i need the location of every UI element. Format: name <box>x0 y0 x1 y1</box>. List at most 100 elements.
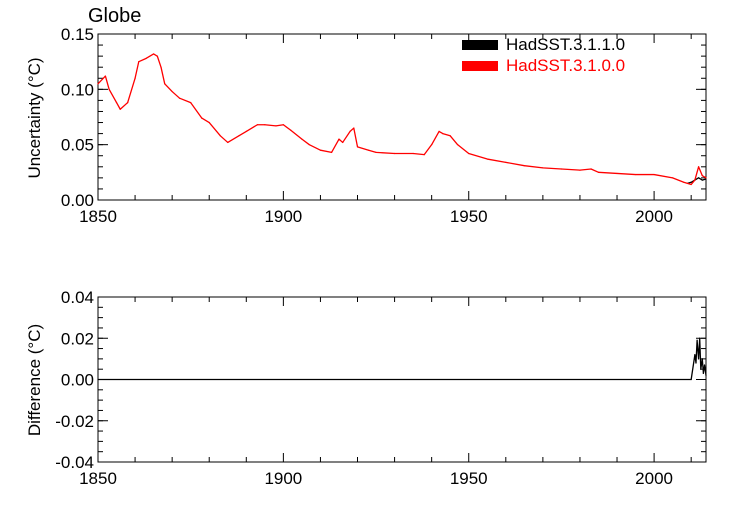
data-point <box>542 167 544 169</box>
x-tick-label: 1850 <box>79 469 117 488</box>
data-point <box>696 339 698 341</box>
data-point <box>442 133 444 135</box>
legend-swatch-hadsst-3110 <box>462 40 498 50</box>
data-point <box>523 165 525 167</box>
data-point <box>153 53 155 55</box>
data-point <box>138 61 140 63</box>
data-point <box>653 173 655 176</box>
y-tick-label: 0.00 <box>61 371 94 390</box>
legend: HadSST.3.1.1.0 HadSST.3.1.0.0 <box>462 35 625 75</box>
data-point <box>201 117 203 119</box>
x-tick-label: 1900 <box>264 469 302 488</box>
series-group-bottom <box>97 337 707 381</box>
data-point <box>486 158 488 160</box>
data-point <box>108 88 110 90</box>
x-tick-label: 1900 <box>264 207 302 226</box>
data-point <box>690 378 692 381</box>
data-point <box>115 102 118 104</box>
data-point <box>342 141 344 144</box>
data-point <box>690 181 692 183</box>
data-point <box>700 368 702 370</box>
chart-title: Globe <box>88 5 141 27</box>
data-point <box>694 179 696 181</box>
y-tick-label: 0.10 <box>61 80 94 99</box>
data-point <box>703 364 706 366</box>
data-point <box>431 144 433 146</box>
data-point <box>127 102 129 104</box>
y-tick-label: 0.05 <box>61 136 94 155</box>
y-tick-label: -0.02 <box>55 412 94 431</box>
data-point <box>349 130 351 132</box>
data-point <box>208 121 210 124</box>
data-point <box>560 168 563 170</box>
data-point <box>256 124 259 126</box>
data-point <box>156 55 158 57</box>
data-point <box>705 178 707 180</box>
data-point <box>505 161 507 163</box>
data-point <box>282 124 284 126</box>
y-tick-label: 0.15 <box>61 25 94 44</box>
difference-panel: 1850 1900 1950 2000 0.04 0.02 0.00 -0.02 -0.04 D… <box>25 288 707 488</box>
legend-swatch-hadsst-3100 <box>462 61 498 71</box>
data-point <box>393 152 396 155</box>
data-point <box>190 102 192 104</box>
data-point <box>705 374 707 376</box>
tick-labels-bottom: 1850 1900 1950 2000 0.04 0.02 0.00 -0.02 -0.04 <box>55 288 673 488</box>
series-line-difference <box>98 337 707 381</box>
y-tick-label: -0.04 <box>55 453 94 472</box>
x-tick-label: 2000 <box>635 207 673 226</box>
data-point <box>264 124 266 126</box>
data-point <box>705 177 707 179</box>
data-point <box>353 127 355 129</box>
y-axis-title-bottom: Difference (°C) <box>25 324 44 436</box>
data-point <box>319 149 322 151</box>
data-point <box>97 83 99 85</box>
x-tick-label: 2000 <box>635 469 673 488</box>
data-point <box>308 144 310 146</box>
legend-label-hadsst-3100: HadSST.3.1.0.0 <box>506 56 625 75</box>
data-point <box>590 168 592 170</box>
data-point <box>616 172 618 175</box>
data-point <box>275 125 277 127</box>
data-point <box>412 152 414 155</box>
data-point <box>330 151 333 154</box>
data-point <box>699 337 701 339</box>
data-point <box>164 83 166 85</box>
axis-ticks-bottom <box>97 296 706 463</box>
data-point <box>701 358 703 360</box>
data-point <box>468 152 470 155</box>
data-point <box>695 362 697 364</box>
data-point <box>301 138 303 140</box>
data-point <box>290 129 292 131</box>
data-point <box>238 135 240 137</box>
data-point <box>597 171 600 173</box>
data-point <box>702 372 705 374</box>
x-tick-label: 1950 <box>450 469 488 488</box>
data-point <box>375 151 377 154</box>
data-point <box>134 77 136 79</box>
data-point <box>119 108 121 110</box>
data-point <box>457 144 459 146</box>
data-point <box>697 166 700 168</box>
data-point <box>701 179 703 181</box>
y-axis-title-top: Uncertainty (°C) <box>25 57 44 178</box>
series-line-hadsst-3-1-1-0 <box>687 177 707 185</box>
tick-labels-top: 1850 1900 1950 2000 0.00 0.05 0.10 0.15 <box>61 25 673 226</box>
series-group-top <box>97 53 707 186</box>
data-point <box>634 173 637 176</box>
data-point <box>449 135 451 137</box>
legend-label-hadsst-3110: HadSST.3.1.1.0 <box>506 35 625 54</box>
y-tick-label: 0.02 <box>61 329 94 348</box>
data-point <box>701 175 703 177</box>
y-tick-label: 0.04 <box>61 288 94 307</box>
data-point <box>697 177 700 179</box>
data-point <box>356 146 359 148</box>
data-point <box>178 97 181 99</box>
data-point <box>227 141 229 144</box>
data-point <box>97 378 99 381</box>
data-point <box>338 138 340 140</box>
data-point <box>160 66 162 68</box>
data-point <box>368 149 370 151</box>
data-point <box>694 354 696 356</box>
